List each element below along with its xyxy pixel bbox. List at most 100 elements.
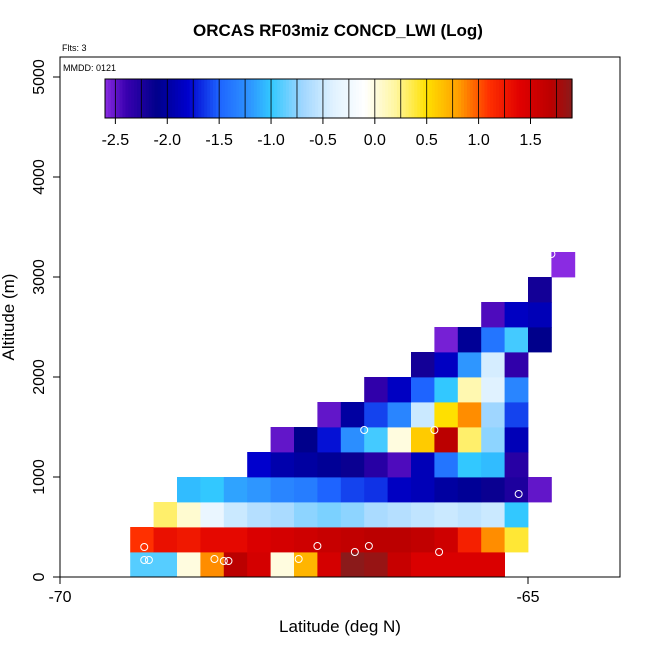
colorbar-segment [148,79,153,118]
sample-point [430,426,439,434]
heatmap-cell [153,527,178,553]
plot-frame [59,56,621,578]
heatmap-cell [457,377,482,403]
heatmap-cell [294,477,318,503]
heatmap-cell [457,552,482,578]
heatmap-cell [434,427,459,453]
heatmap-cell [247,527,271,553]
colorbar-segment [250,79,255,118]
x-axis-label: Latitude (deg N) [279,617,401,636]
heatmap-cell [504,427,529,453]
colorbar-segment [566,79,570,118]
colorbar-segment [166,79,170,118]
colorbar-segment [218,79,223,118]
heatmap-cell [223,552,248,578]
sample-point [140,556,149,564]
heatmap-cell [411,402,435,428]
heatmap-cell [270,427,295,453]
colorbar-segment [560,79,564,118]
colorbar-segment [341,79,345,118]
heatmap-cell [387,377,412,403]
heatmap-cell [340,452,365,478]
heatmap-cell [340,552,365,578]
colorbar-segment [402,79,407,118]
colorbar-segment [201,79,205,118]
colorbar-segment [382,79,386,118]
colorbar-segment [496,79,500,118]
colorbar-segment [210,79,214,118]
colorbar-segment [443,79,448,118]
colorbar-segment [420,79,424,118]
axes: -70 -65 0 1000 2000 3000 4000 5000 [31,59,540,606]
colorbar-segment [157,79,162,118]
colorbar-segment [189,79,194,118]
sample-point [364,542,373,550]
heatmap-cell [528,277,552,303]
colorbar-segment [119,79,124,118]
colorbar-segment [233,79,237,118]
colorbar-segment [175,79,179,118]
colorbar-segment [291,79,296,118]
colorbar-tick-label: -2.0 [153,132,181,149]
colorbar-segment [285,79,290,118]
colorbar-segment [198,79,202,118]
heatmap-cell [247,552,271,578]
colorbar-segment [329,79,334,118]
colorbar-tick-label: 0.0 [364,132,386,149]
heatmap-cell [481,352,505,378]
colorbar-segment [227,79,232,118]
heatmap-cell [504,452,529,478]
colorbar-segment [318,79,322,118]
heatmap-cell [387,427,412,453]
heatmap-cell [177,502,201,528]
colorbar-segment [134,79,138,118]
heatmap-cells [130,252,576,578]
heatmap-cell [130,527,154,553]
colorbar-segment [469,79,474,118]
colorbar-segment [361,79,366,118]
y-tick-label: 4000 [31,159,48,195]
heatmap-cell [270,452,295,478]
heatmap-cell [481,402,505,428]
heatmap-cell [411,552,435,578]
heatmap-cell [317,552,342,578]
sample-point [350,548,359,556]
heatmap-cell [364,402,388,428]
heatmap-cell [457,452,482,478]
heatmap-cell [317,452,342,478]
colorbar-segment [542,79,547,118]
sample-point [224,557,233,565]
colorbar-segment [525,79,529,118]
heatmap-cell [340,527,365,553]
heatmap-cell [481,377,505,403]
colorbar-segment [391,79,395,118]
colorbar-tick-label: 1.0 [467,132,489,149]
flight-sample-points [140,250,556,565]
colorbar-segment [376,79,380,118]
heatmap-cell [270,552,295,578]
heatmap-cell [364,502,388,528]
heatmap-cell [317,477,342,503]
colorbar-segment [122,79,127,118]
heatmap-cell [528,302,552,328]
heatmap-cell [457,327,482,353]
colorbar-segment [569,79,573,118]
colorbar-segment [215,79,220,118]
colorbar-segment [417,79,421,118]
x-tick-label: -65 [516,589,539,606]
heatmap-cell [270,477,295,503]
colorbar-segment [172,79,176,118]
colorbar-segment [373,79,378,118]
heatmap-cell [340,402,365,428]
heatmap-cell [504,302,529,328]
colorbar-segment [326,79,331,118]
colorbar-segment [125,79,129,118]
heatmap-cell [270,502,295,528]
colorbar-segment [297,79,302,118]
sample-point [514,490,523,498]
sample-point [210,555,219,563]
colorbar-segment [230,79,235,118]
heatmap-cell [223,527,248,553]
sample-point [219,557,228,565]
sample-point [144,556,153,564]
